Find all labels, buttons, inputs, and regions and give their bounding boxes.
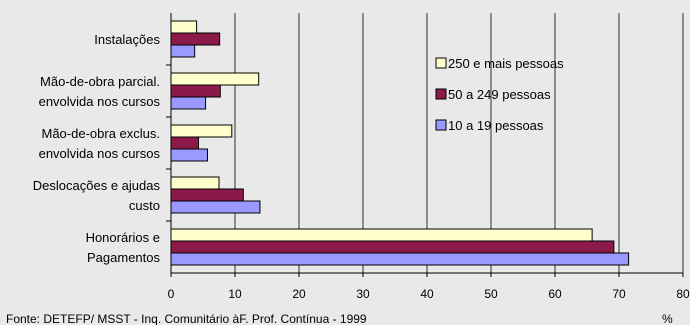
category-label-line: Pagamentos (87, 250, 160, 265)
x-tick-label-20: 20 (292, 287, 306, 301)
category-label-mao-de-obra-parcial-envolvida-nos-cursos: Mão-de-obra parcial. envolvida nos cursos (39, 74, 161, 109)
source-note: Fonte: DETEFP/ MSST - Inq. Comunitário à… (6, 312, 367, 325)
bar-instalacoes-10-a-19-pessoas (170, 44, 196, 58)
category-label-instalacoes: Instalações (94, 32, 160, 47)
bar-mao-de-obra-parcial-envolvida-nos-cursos-50-a-249-pessoas (170, 84, 221, 98)
x-tick-label-0: 0 (168, 287, 175, 301)
bar-honorarios-e-pagamentos-50-a-249-pessoas (170, 240, 615, 254)
bar-mao-de-obra-exclus-envolvida-nos-cursos-10-a-19-pessoas (170, 148, 208, 162)
x-tick-labels: 0 10 20 30 40 50 60 70 80 (168, 287, 690, 301)
x-tick-label-60: 60 (548, 287, 562, 301)
bars (170, 20, 630, 266)
legend-label-250-e-mais-pessoas: 250 e mais pessoas (448, 56, 564, 71)
legend-swatch-10-a-19-pessoas (435, 119, 447, 131)
bar-instalacoes-50-a-249-pessoas (170, 32, 221, 46)
x-tick-label-50: 50 (484, 287, 498, 301)
bar-deslocacoes-e-ajudas-custo-50-a-249-pessoas (170, 188, 244, 202)
x-tick-label-30: 30 (356, 287, 370, 301)
bar-deslocacoes-e-ajudas-custo-10-a-19-pessoas (170, 200, 261, 214)
bar-mao-de-obra-parcial-envolvida-nos-cursos-250-e-mais-pessoas (170, 72, 260, 86)
legend-swatch-50-a-249-pessoas (435, 88, 447, 100)
x-tick-label-70: 70 (612, 287, 626, 301)
legend-label-10-a-19-pessoas: 10 a 19 pessoas (448, 118, 544, 133)
bar-mao-de-obra-exclus-envolvida-nos-cursos-50-a-249-pessoas (170, 136, 200, 150)
x-tick-label-40: 40 (420, 287, 434, 301)
x-axis-label: % (662, 312, 673, 325)
legend: 250 e mais pessoas 50 a 249 pessoas 10 a 1… (435, 56, 564, 133)
category-label-deslocacoes-e-ajudas-custo: Deslocações e ajudas custo (33, 178, 161, 213)
category-label-line: Honorários e (86, 230, 160, 245)
x-tick-label-10: 10 (228, 287, 242, 301)
category-label-line: custo (129, 198, 160, 213)
axes (166, 13, 684, 277)
grid-lines (234, 13, 684, 273)
category-label-line: Deslocações e ajudas (33, 178, 161, 193)
category-label-mao-de-obra-exclus-envolvida-nos-cursos: Mão-de-obra exclus. envolvida nos cursos (39, 126, 161, 161)
bar-instalacoes-250-e-mais-pessoas (170, 20, 198, 34)
bar-honorarios-e-pagamentos-250-e-mais-pessoas (170, 228, 593, 242)
legend-label-50-a-249-pessoas: 50 a 249 pessoas (448, 87, 551, 102)
bar-honorarios-e-pagamentos-10-a-19-pessoas (170, 252, 630, 266)
bar-mao-de-obra-exclus-envolvida-nos-cursos-250-e-mais-pessoas (170, 124, 233, 138)
category-label-line: envolvida nos cursos (39, 94, 161, 109)
category-label-line: Mão-de-obra exclus. (42, 126, 161, 141)
bar-deslocacoes-e-ajudas-custo-250-e-mais-pessoas (170, 176, 220, 190)
category-label-line: envolvida nos cursos (39, 146, 161, 161)
bar-mao-de-obra-parcial-envolvida-nos-cursos-10-a-19-pessoas (170, 96, 207, 110)
category-label-line: Mão-de-obra parcial. (40, 74, 160, 89)
x-tick-label-80: 80 (676, 287, 690, 301)
category-label-line: Instalações (94, 32, 160, 47)
category-label-honorarios-e-pagamentos: Honorários e Pagamentos (86, 230, 161, 265)
legend-swatch-250-e-mais-pessoas (435, 57, 447, 69)
category-labels: Instalações Mão-de-obra parcial. envolvida… (33, 32, 161, 265)
